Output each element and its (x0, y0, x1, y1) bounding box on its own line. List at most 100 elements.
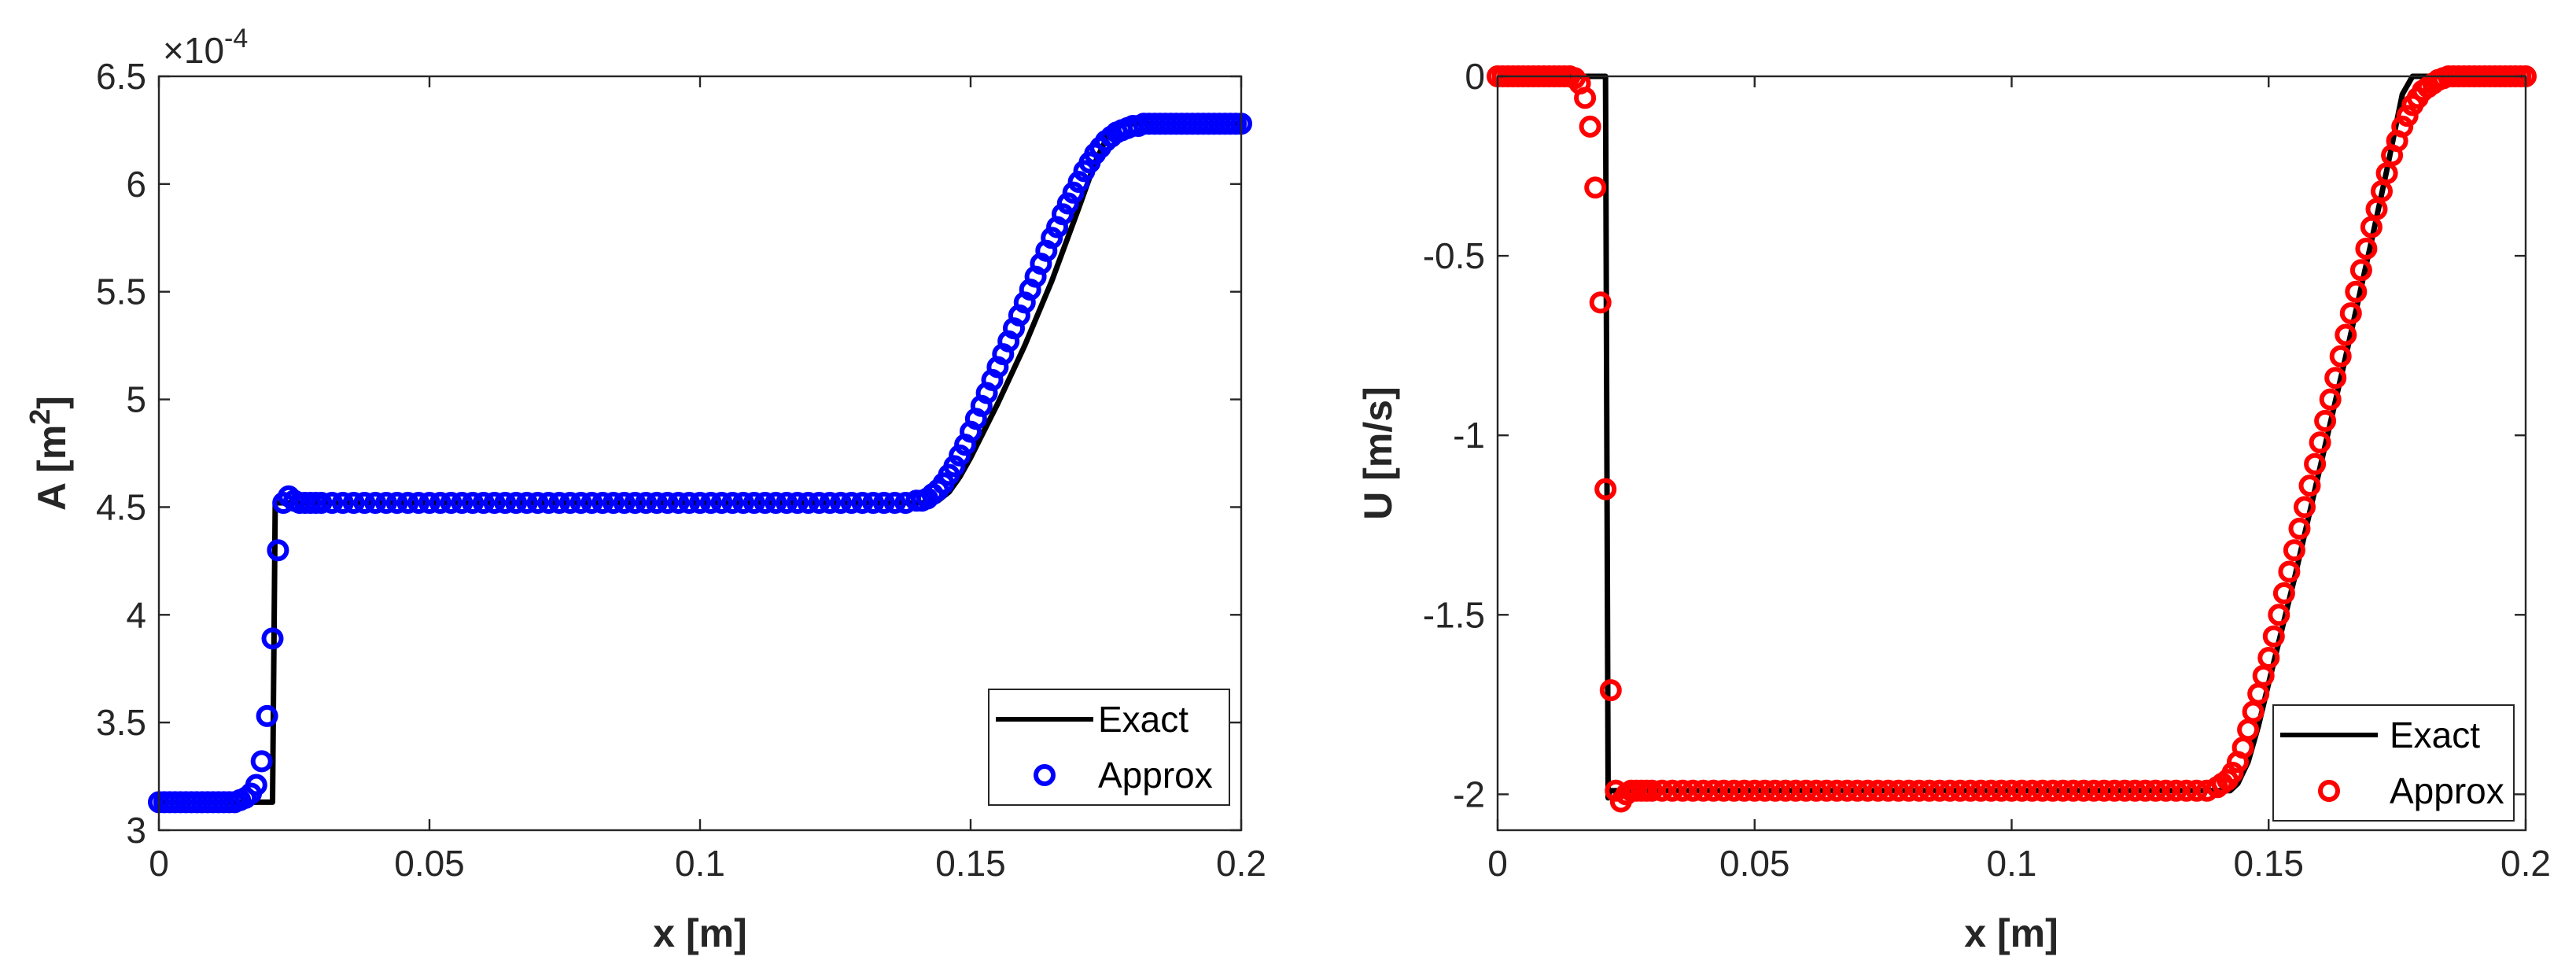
approx-data-point (1753, 779, 1776, 802)
approx-data-point (732, 492, 754, 514)
x-tick-label: 0.15 (935, 843, 1006, 884)
approx-data-point (558, 492, 581, 514)
approx-data-point (646, 492, 668, 514)
approx-data-point (2154, 779, 2177, 802)
approx-data-point (1661, 779, 1684, 802)
y-axis-label: A [m2] (24, 396, 74, 511)
approx-data-point (2283, 539, 2305, 562)
approx-data-point (267, 539, 289, 562)
approx-data-point (342, 492, 365, 514)
approx-data-point (943, 455, 966, 478)
approx-data-point (667, 492, 690, 514)
approx-data-point (2294, 496, 2316, 519)
approx-data-point (1970, 779, 1992, 802)
approx-data-point (1763, 779, 1786, 802)
approx-data-point (2093, 779, 2116, 802)
approx-data-point (1641, 779, 1664, 802)
y-tick-label: -0.5 (1423, 235, 1485, 276)
approx-data-point (2041, 779, 2064, 802)
approx-data-point (440, 492, 463, 514)
y-tick-label: 5 (126, 379, 146, 420)
approx-data-point (1836, 779, 1859, 802)
approx-data-point (245, 774, 267, 796)
approx-data-point (851, 492, 874, 514)
y-tick-label: -1 (1453, 415, 1485, 456)
approx-data-point (250, 750, 273, 773)
approx-data-point (635, 492, 658, 514)
approx-data-point (591, 492, 614, 514)
approx-data-point (1877, 779, 1900, 802)
approx-data-point (2010, 779, 2033, 802)
x-tick-label: 0.1 (1987, 843, 2037, 884)
approx-data-point (1056, 192, 1079, 215)
approx-data-point (2062, 779, 2084, 802)
approx-data-point (407, 492, 430, 514)
approx-data-point (765, 492, 787, 514)
approx-data-point (2314, 409, 2337, 432)
approx-data-point (2396, 105, 2419, 127)
approx-data-point (2257, 647, 2280, 669)
approx-data-point (2324, 367, 2347, 390)
approx-data-point (1795, 779, 1818, 802)
approx-data-point (1052, 203, 1074, 226)
approx-data-point (1846, 779, 1869, 802)
legend-marker-approx (2318, 780, 2340, 802)
approx-data-point (1682, 779, 1704, 802)
approx-data-point (808, 492, 831, 514)
approx-data-point (2268, 604, 2290, 626)
approx-data-point (1897, 779, 1920, 802)
approx-data-point (1856, 779, 1879, 802)
legend-label-exact: Exact (1098, 699, 1188, 740)
approx-data-point (1723, 779, 1745, 802)
approx-data-point (526, 492, 549, 514)
approx-data-point (1599, 679, 1622, 702)
legend-box (2272, 704, 2515, 822)
approx-data-point (2355, 238, 2378, 260)
approx-data-point (2185, 779, 2208, 802)
approx-data-point (2000, 779, 2023, 802)
approx-data-point (1041, 227, 1063, 249)
approx-data-point (689, 492, 711, 514)
approx-data-point (1584, 176, 1607, 199)
plot-marks (148, 113, 1252, 814)
x-axis-label: x [m] (653, 911, 746, 955)
approx-data-point (949, 444, 971, 467)
approx-data-point (613, 492, 636, 514)
x-tick-label: 0 (1487, 843, 1508, 884)
approx-data-point (321, 492, 344, 514)
approx-data-point (1774, 779, 1797, 802)
approx-data-point (451, 492, 474, 514)
approx-data-point (1907, 779, 1930, 802)
y-tick-label: 4.5 (96, 486, 146, 527)
approx-data-point (1574, 87, 1597, 109)
approx-data-point (1702, 779, 1725, 802)
y-axis-label: U [m/s] (1356, 386, 1400, 519)
y-tick-label: 4 (126, 594, 146, 635)
approx-data-point (624, 492, 647, 514)
approx-data-point (515, 492, 538, 514)
velocity-chart-panel: 0 0.05 0.1 0.15 0.2 0 -0.5 -1 -1.5 -2 x [m] U [m/… (1356, 56, 2551, 955)
approx-data-point (1743, 779, 1766, 802)
x-tick-label: 0.05 (1719, 843, 1790, 884)
approx-data-point (396, 492, 419, 514)
approx-data-point (472, 492, 495, 514)
x-axis-label: x [m] (1964, 911, 2058, 955)
approx-data-point (494, 492, 517, 514)
y-tick-label: -2 (1453, 774, 1485, 814)
approx-data-point (1062, 181, 1085, 204)
approx-data-point (2335, 323, 2357, 346)
approx-data-point (580, 492, 603, 514)
legend-label-approx: Approx (2390, 770, 2504, 811)
approx-data-point (721, 492, 744, 514)
x-tick-label: 0.1 (675, 843, 725, 884)
y-tick-label: 6 (126, 164, 146, 205)
approx-data-point (2031, 779, 2054, 802)
approx-data-point (505, 492, 528, 514)
approx-data-point (656, 492, 679, 514)
approx-data-point (2113, 779, 2136, 802)
approx-data-point (872, 492, 895, 514)
approx-data-point (261, 627, 284, 650)
approx-data-point (1887, 779, 1910, 802)
approx-data-point (1990, 779, 2013, 802)
